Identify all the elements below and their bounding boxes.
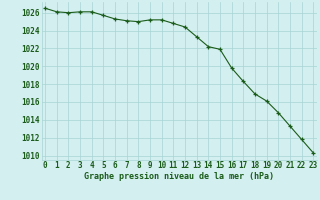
X-axis label: Graphe pression niveau de la mer (hPa): Graphe pression niveau de la mer (hPa) (84, 172, 274, 181)
